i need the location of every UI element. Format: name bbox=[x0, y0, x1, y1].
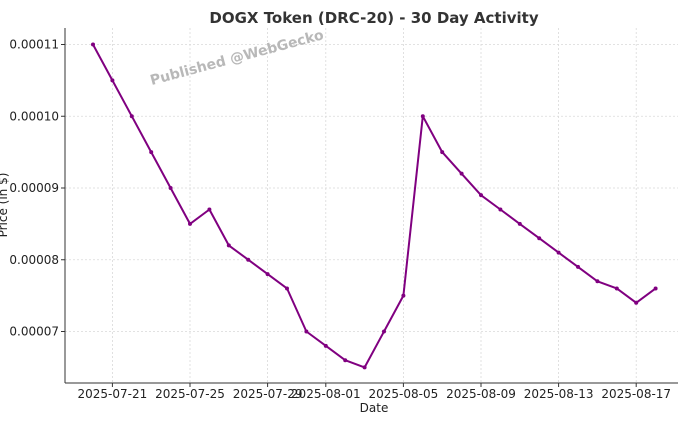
x-axis-ticks: 2025-07-21 2025-07-25 2025-07-292025-08-01… bbox=[78, 383, 671, 401]
data-point bbox=[479, 193, 483, 198]
y-axis-ticks: 0.00007 0.00008 0.00009 0.00010 0.00011 bbox=[9, 38, 65, 339]
data-point bbox=[634, 300, 639, 305]
chart-title: DOGX Token (DRC-20) - 30 Day Activity bbox=[209, 9, 538, 27]
data-point bbox=[498, 207, 503, 212]
x-tick-label: 2025-07-21 bbox=[78, 387, 148, 401]
data-point bbox=[401, 293, 406, 298]
data-point bbox=[420, 114, 425, 119]
data-point bbox=[440, 150, 445, 155]
grid bbox=[65, 28, 678, 383]
x-tick-label: 2025-08-09 bbox=[446, 387, 516, 401]
data-point bbox=[382, 329, 386, 334]
watermark: Published @WebGecko bbox=[149, 27, 326, 89]
x-tick-label: 2025-08-01 bbox=[291, 387, 361, 401]
x-tick-label: 2025-08-13 bbox=[524, 387, 594, 401]
data-point bbox=[653, 286, 658, 291]
data-point bbox=[537, 236, 542, 241]
price-series-line bbox=[92, 44, 657, 369]
data-point bbox=[91, 42, 95, 47]
data-point bbox=[517, 221, 522, 226]
data-point bbox=[595, 279, 600, 284]
x-tick-label: 2025-08-17 bbox=[601, 387, 671, 401]
x-tick-label: 2025-08-05 bbox=[369, 387, 439, 401]
series-layer bbox=[91, 42, 658, 370]
data-point bbox=[207, 207, 212, 212]
data-point bbox=[149, 150, 154, 155]
data-point bbox=[614, 286, 619, 291]
data-point bbox=[285, 286, 289, 291]
y-tick-label: 0.00010 bbox=[9, 109, 59, 123]
y-tick-label: 0.00011 bbox=[9, 38, 59, 52]
y-tick-label: 0.00008 bbox=[9, 253, 59, 267]
data-point bbox=[168, 186, 173, 190]
data-point bbox=[323, 343, 328, 348]
data-point bbox=[129, 114, 134, 119]
axes bbox=[64, 28, 678, 384]
y-tick-label: 0.00009 bbox=[9, 181, 59, 195]
data-point bbox=[265, 272, 270, 277]
data-point bbox=[110, 78, 115, 83]
data-point bbox=[304, 329, 309, 334]
data-point bbox=[343, 358, 348, 363]
y-axis-label: Price (in $) bbox=[0, 173, 10, 238]
data-point bbox=[246, 257, 251, 262]
data-point bbox=[362, 365, 367, 370]
x-axis-label: Date bbox=[360, 401, 389, 415]
data-point bbox=[459, 171, 464, 176]
data-point bbox=[188, 221, 192, 226]
data-point bbox=[226, 243, 231, 248]
data-point bbox=[576, 264, 580, 269]
y-tick-label: 0.00007 bbox=[9, 325, 59, 339]
x-tick-label: 2025-07-25 bbox=[155, 387, 225, 401]
x-tick-label: 2025-07-29 bbox=[233, 387, 303, 401]
data-point bbox=[556, 250, 561, 255]
